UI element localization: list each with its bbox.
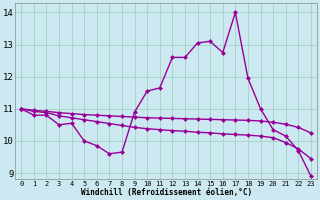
- X-axis label: Windchill (Refroidissement éolien,°C): Windchill (Refroidissement éolien,°C): [81, 188, 252, 197]
